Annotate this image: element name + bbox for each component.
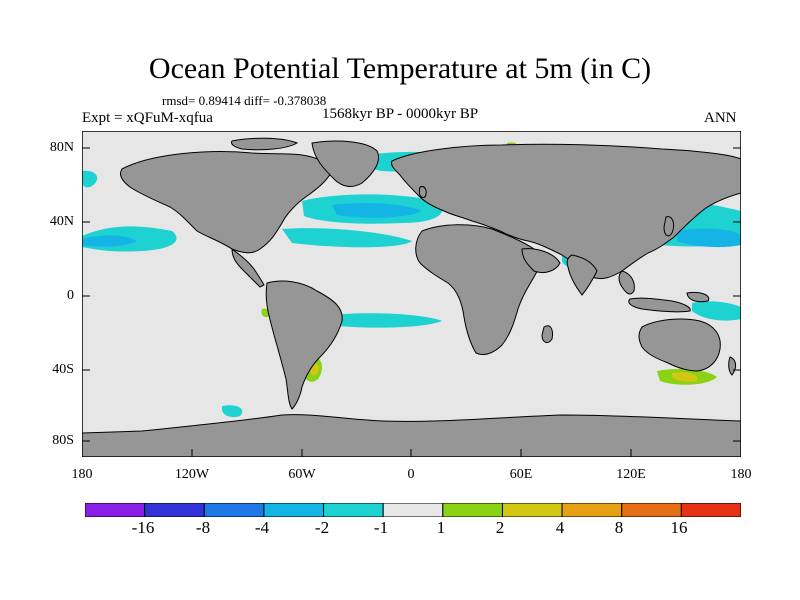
y-tick-label: 40S — [52, 362, 74, 377]
new-guinea-land — [686, 292, 710, 303]
colorbar-swatch — [621, 503, 682, 517]
colorbar-label: -2 — [314, 518, 330, 537]
south-america-land — [265, 280, 343, 410]
indonesia-land — [628, 297, 691, 313]
colorbar-swatch — [144, 503, 205, 517]
japan-land — [663, 216, 675, 237]
colorbar-swatch — [442, 503, 503, 517]
colorbar-swatch — [85, 503, 146, 517]
uk-land — [418, 186, 427, 198]
land-layer — [82, 137, 741, 457]
colorbar-label: -16 — [131, 518, 155, 537]
colorbar-label: 16 — [670, 518, 688, 537]
colorbar-swatch — [501, 503, 563, 517]
colorbar-label: -8 — [195, 518, 211, 537]
colorbar-label: -4 — [254, 518, 270, 537]
y-tick-label: 40N — [49, 214, 74, 229]
antarctica-land — [82, 414, 741, 457]
subtropical-atlantic-patch — [282, 228, 412, 248]
season-label: ANN — [704, 110, 737, 126]
sw-pacific-patch — [692, 301, 741, 321]
colorbar-swatch — [203, 503, 265, 517]
colorbar-swatch — [323, 503, 384, 517]
madagascar-land — [541, 325, 553, 343]
india-land — [566, 254, 598, 296]
colorbar-label: 1 — [436, 518, 446, 537]
colorbar-label: 4 — [555, 518, 565, 537]
australia-land — [638, 318, 721, 372]
colorbar-swatch — [382, 503, 444, 517]
bering-cyan-patch — [82, 170, 98, 188]
southern-ocean-patch — [222, 405, 243, 418]
x-tick-label: 180 — [71, 467, 93, 482]
north-atlantic-blue-patch — [332, 203, 422, 218]
tick-marks — [82, 147, 741, 457]
colorbar — [85, 503, 741, 517]
africa-land — [415, 224, 540, 356]
map-title: Ocean Potential Temperature at 5m (in C) — [148, 52, 652, 85]
x-tick-label: 180 — [730, 467, 752, 482]
x-tick-label: 120W — [174, 467, 210, 482]
nw-pacific-blue-band — [677, 228, 741, 248]
world-map — [82, 131, 741, 457]
x-tick-label: 60W — [288, 467, 316, 482]
colorbar-label: 2 — [495, 518, 505, 537]
indochina-land — [618, 270, 635, 295]
y-tick-label: 80N — [49, 140, 74, 155]
greenland-land — [311, 140, 379, 187]
colorbar-label: 8 — [614, 518, 624, 537]
south-pacific-cyan-patch — [322, 313, 442, 328]
north-america-land — [119, 151, 333, 254]
x-tick-label: 120E — [616, 467, 646, 482]
y-tick-label: 80S — [52, 433, 74, 448]
arabia-land — [521, 248, 561, 274]
y-tick-label: 0 — [67, 288, 74, 303]
x-tick-label: 60E — [509, 467, 533, 482]
colorbar-swatch — [561, 503, 623, 517]
x-tick-label: 0 — [407, 467, 415, 482]
arctic-islands-land — [231, 137, 299, 151]
stats-line: rmsd= 0.89414 diff= -0.378038 — [162, 93, 327, 108]
north-pacific-blue-patch — [82, 235, 137, 247]
colorbar-label: -1 — [373, 518, 389, 537]
colorbar-swatch — [680, 503, 741, 517]
eurasia-land — [391, 143, 741, 280]
experiment-label: Expt = xQFuM-xqfua — [82, 110, 213, 126]
colorbar-swatch — [263, 503, 325, 517]
south-australia-yellow-patch — [672, 372, 698, 382]
period-label: 1568kyr BP - 0000kyr BP — [322, 106, 479, 122]
central-america-land — [231, 247, 265, 288]
